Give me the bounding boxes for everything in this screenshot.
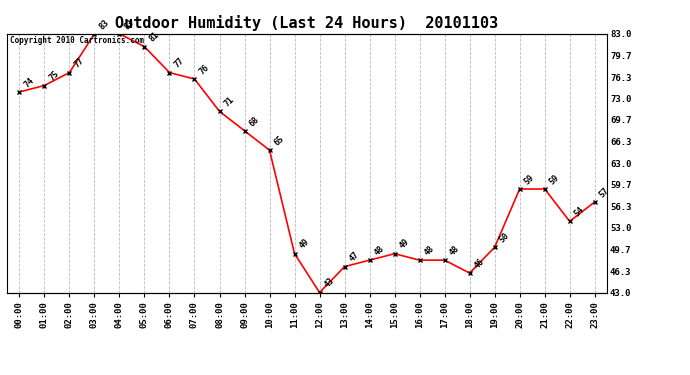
Text: 83: 83 <box>97 18 110 31</box>
Text: 54: 54 <box>573 205 586 219</box>
Text: 75: 75 <box>47 69 61 83</box>
Text: 43: 43 <box>322 276 336 290</box>
Text: 77: 77 <box>172 56 186 70</box>
Text: 49: 49 <box>397 237 411 251</box>
Text: 74: 74 <box>22 76 36 89</box>
Text: 49: 49 <box>297 237 310 251</box>
Text: Copyright 2010 Cartronics.com: Copyright 2010 Cartronics.com <box>10 36 144 45</box>
Text: 83: 83 <box>122 18 136 31</box>
Text: 59: 59 <box>547 173 561 186</box>
Text: 50: 50 <box>497 231 511 244</box>
Text: 81: 81 <box>147 30 161 44</box>
Text: 77: 77 <box>72 56 86 70</box>
Text: 71: 71 <box>222 95 236 109</box>
Text: 76: 76 <box>197 63 210 76</box>
Title: Outdoor Humidity (Last 24 Hours)  20101103: Outdoor Humidity (Last 24 Hours) 2010110… <box>115 15 499 31</box>
Text: 46: 46 <box>473 257 486 270</box>
Text: 57: 57 <box>598 186 611 199</box>
Text: 65: 65 <box>273 134 286 147</box>
Text: 48: 48 <box>373 244 386 257</box>
Text: 68: 68 <box>247 115 261 128</box>
Text: 48: 48 <box>447 244 461 257</box>
Text: 48: 48 <box>422 244 436 257</box>
Text: 47: 47 <box>347 251 361 264</box>
Text: 59: 59 <box>522 173 536 186</box>
